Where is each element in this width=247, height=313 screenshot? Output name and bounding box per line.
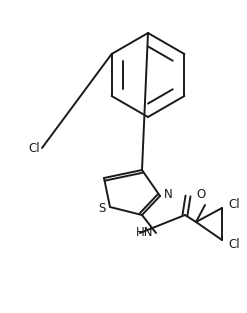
Text: Cl: Cl <box>228 238 240 250</box>
Text: S: S <box>98 203 106 215</box>
Text: Cl: Cl <box>228 198 240 211</box>
Text: Cl: Cl <box>28 141 40 155</box>
Text: N: N <box>164 187 172 201</box>
Text: HN: HN <box>136 227 154 239</box>
Text: O: O <box>196 187 205 201</box>
